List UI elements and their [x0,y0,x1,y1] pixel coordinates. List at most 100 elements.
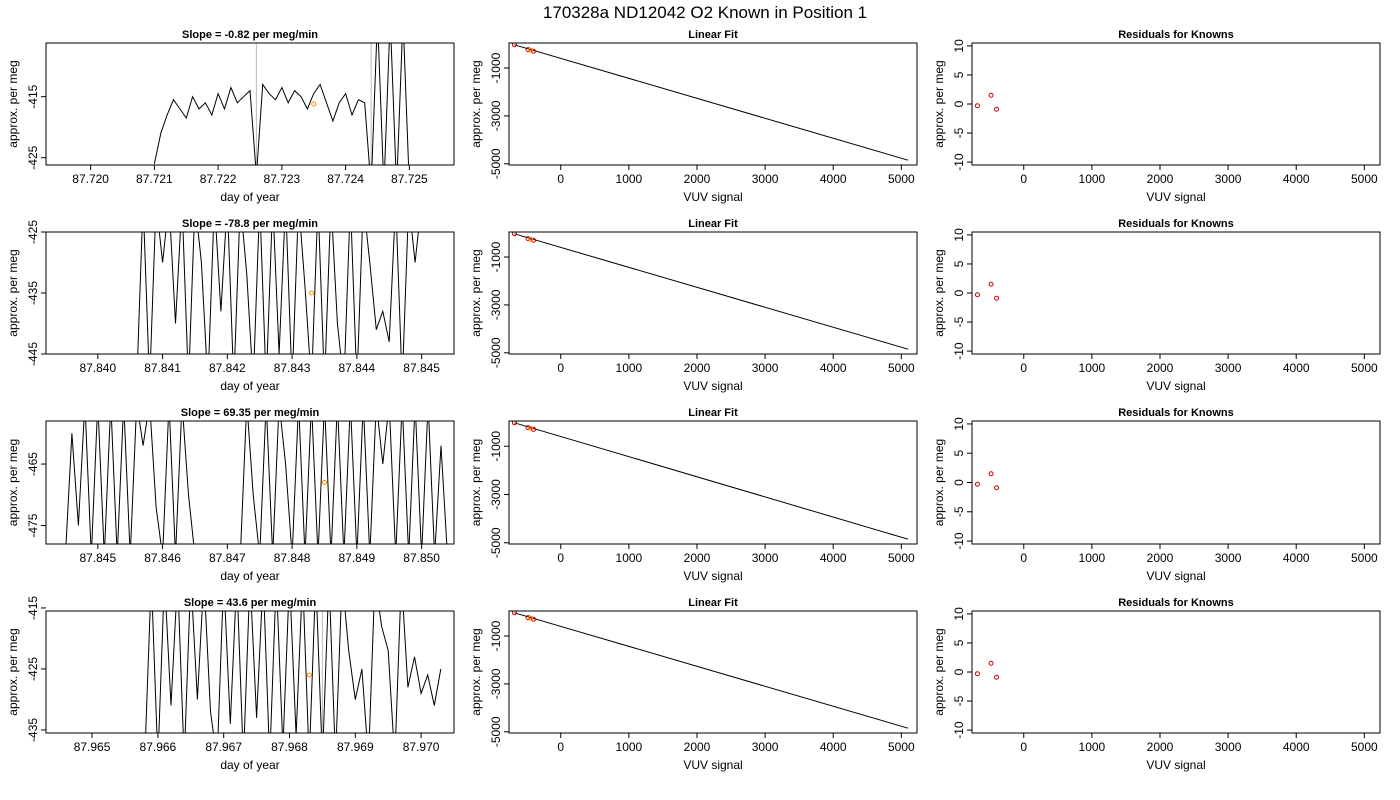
x-tick-label: 3000 [752,172,779,186]
x-tick-label: 4000 [820,740,847,754]
y-axis-label: approx. per meg [469,439,483,526]
y-axis: -465 -475 [26,452,46,538]
x-axis-label: VUV signal [1146,190,1205,204]
y-tick-label: 0 [952,668,966,675]
y-tick-label: -5 [952,127,966,138]
y-tick-label: -10 [952,532,966,550]
y-tick-label: -445 [26,342,40,366]
y-tick-label: -425 [26,657,40,681]
x-tick-label: 4000 [820,361,847,375]
data-point [988,660,994,666]
data-point [525,615,531,621]
panel-title: Linear Fit [688,29,738,41]
y-tick-label: -3000 [489,479,503,510]
y-tick-label: -3000 [489,100,503,131]
plot-frame [508,231,918,355]
y-axis-label: approx. per meg [932,60,946,147]
data-point [974,671,980,677]
y-tick-label: 5 [952,260,966,267]
x-tick-label: 4000 [1283,740,1310,754]
highlight-point [528,236,534,242]
plot-frame [45,420,455,545]
x-tick-label: 3000 [752,740,779,754]
x-tick-label: 87.845 [403,361,440,375]
x-tick-label: 3000 [1215,740,1242,754]
panel-title: Residuals for Knowns [1118,597,1234,609]
x-tick-label: 5000 [888,551,915,565]
x-tick-label: 1000 [616,551,643,565]
x-tick-label: 87.722 [200,172,237,186]
x-tick-label: 1000 [1079,172,1106,186]
y-axis: 10 5 0 -5 -10 [952,417,972,550]
plot-frame [971,231,1381,355]
y-tick-label: -5 [952,695,966,706]
data-point [531,237,537,243]
x-axis: 0 1000 2000 3000 4000 5000 [557,544,915,565]
x-tick-label: 87.841 [144,361,181,375]
y-tick-label: 5 [952,639,966,646]
series-line [153,43,410,165]
linear-fit-panel-1: Linear Fit 0 1000 2000 3000 4000 5000 VUV signa… [469,29,918,204]
x-axis: 0 1000 2000 3000 4000 5000 [1020,354,1378,375]
y-axis-label: approx. per meg [6,439,20,526]
x-tick-label: 2000 [684,361,711,375]
series-line [514,44,909,161]
x-tick-label: 87.967 [205,740,242,754]
panel-title: Linear Fit [688,597,738,609]
x-tick-label: 0 [1020,172,1027,186]
highlight-point [321,480,327,485]
plot-frame [45,42,455,166]
x-axis-label: VUV signal [1146,379,1205,393]
plot-area [145,611,442,733]
x-tick-label: 87.724 [327,172,364,186]
x-tick-label: 3000 [752,361,779,375]
panel-title: Slope = 69.35 per meg/min [181,407,320,419]
y-tick-label: 0 [952,100,966,107]
plot-area [153,43,410,165]
y-tick-label: -465 [26,452,40,476]
plot-area [511,232,909,350]
y-tick-label: -3000 [489,668,503,699]
x-tick-label: 1000 [1079,551,1106,565]
x-axis-label: day of year [220,569,279,583]
x-tick-label: 3000 [1215,361,1242,375]
x-tick-label: 0 [1020,551,1027,565]
x-tick-label: 87.725 [391,172,428,186]
x-axis: 0 1000 2000 3000 4000 5000 [1020,165,1378,186]
y-axis-label: approx. per meg [932,628,946,715]
x-axis: 87.965 87.966 87.967 87.968 87.969 87.970 [74,733,440,754]
x-tick-label: 87.720 [72,172,109,186]
data-point [511,43,517,48]
x-tick-label: 5000 [888,740,915,754]
y-axis-label: approx. per meg [6,628,20,715]
y-axis: -1000 -3000 -5000 [489,52,509,179]
x-axis-label: VUV signal [683,190,742,204]
y-tick-label: -3000 [489,289,503,320]
y-tick-label: -435 [26,281,40,305]
y-axis: 10 5 0 -5 -10 [952,39,972,171]
y-tick-label: -1000 [489,431,503,462]
data-point [511,232,517,237]
linear-fit-panel-3: Linear Fit 0 1000 2000 3000 4000 5000 VUV signa… [469,407,918,583]
y-axis-label: approx. per meg [469,60,483,147]
y-tick-label: 10 [952,228,966,242]
x-axis-label: day of year [220,190,279,204]
y-tick-label: -10 [952,721,966,739]
plot-frame [508,420,918,545]
x-tick-label: 3000 [1215,172,1242,186]
y-axis-label: approx. per meg [6,249,20,336]
highlight-point [528,425,534,431]
x-tick-label: 87.723 [264,172,301,186]
x-tick-label: 3000 [1215,551,1242,565]
series-line [65,421,448,544]
x-tick-label: 2000 [684,551,711,565]
x-axis: 0 1000 2000 3000 4000 5000 [557,354,915,375]
x-tick-label: 1000 [1079,740,1106,754]
highlight-point [306,672,312,678]
y-tick-label: -435 [26,718,40,742]
data-point [525,236,531,242]
